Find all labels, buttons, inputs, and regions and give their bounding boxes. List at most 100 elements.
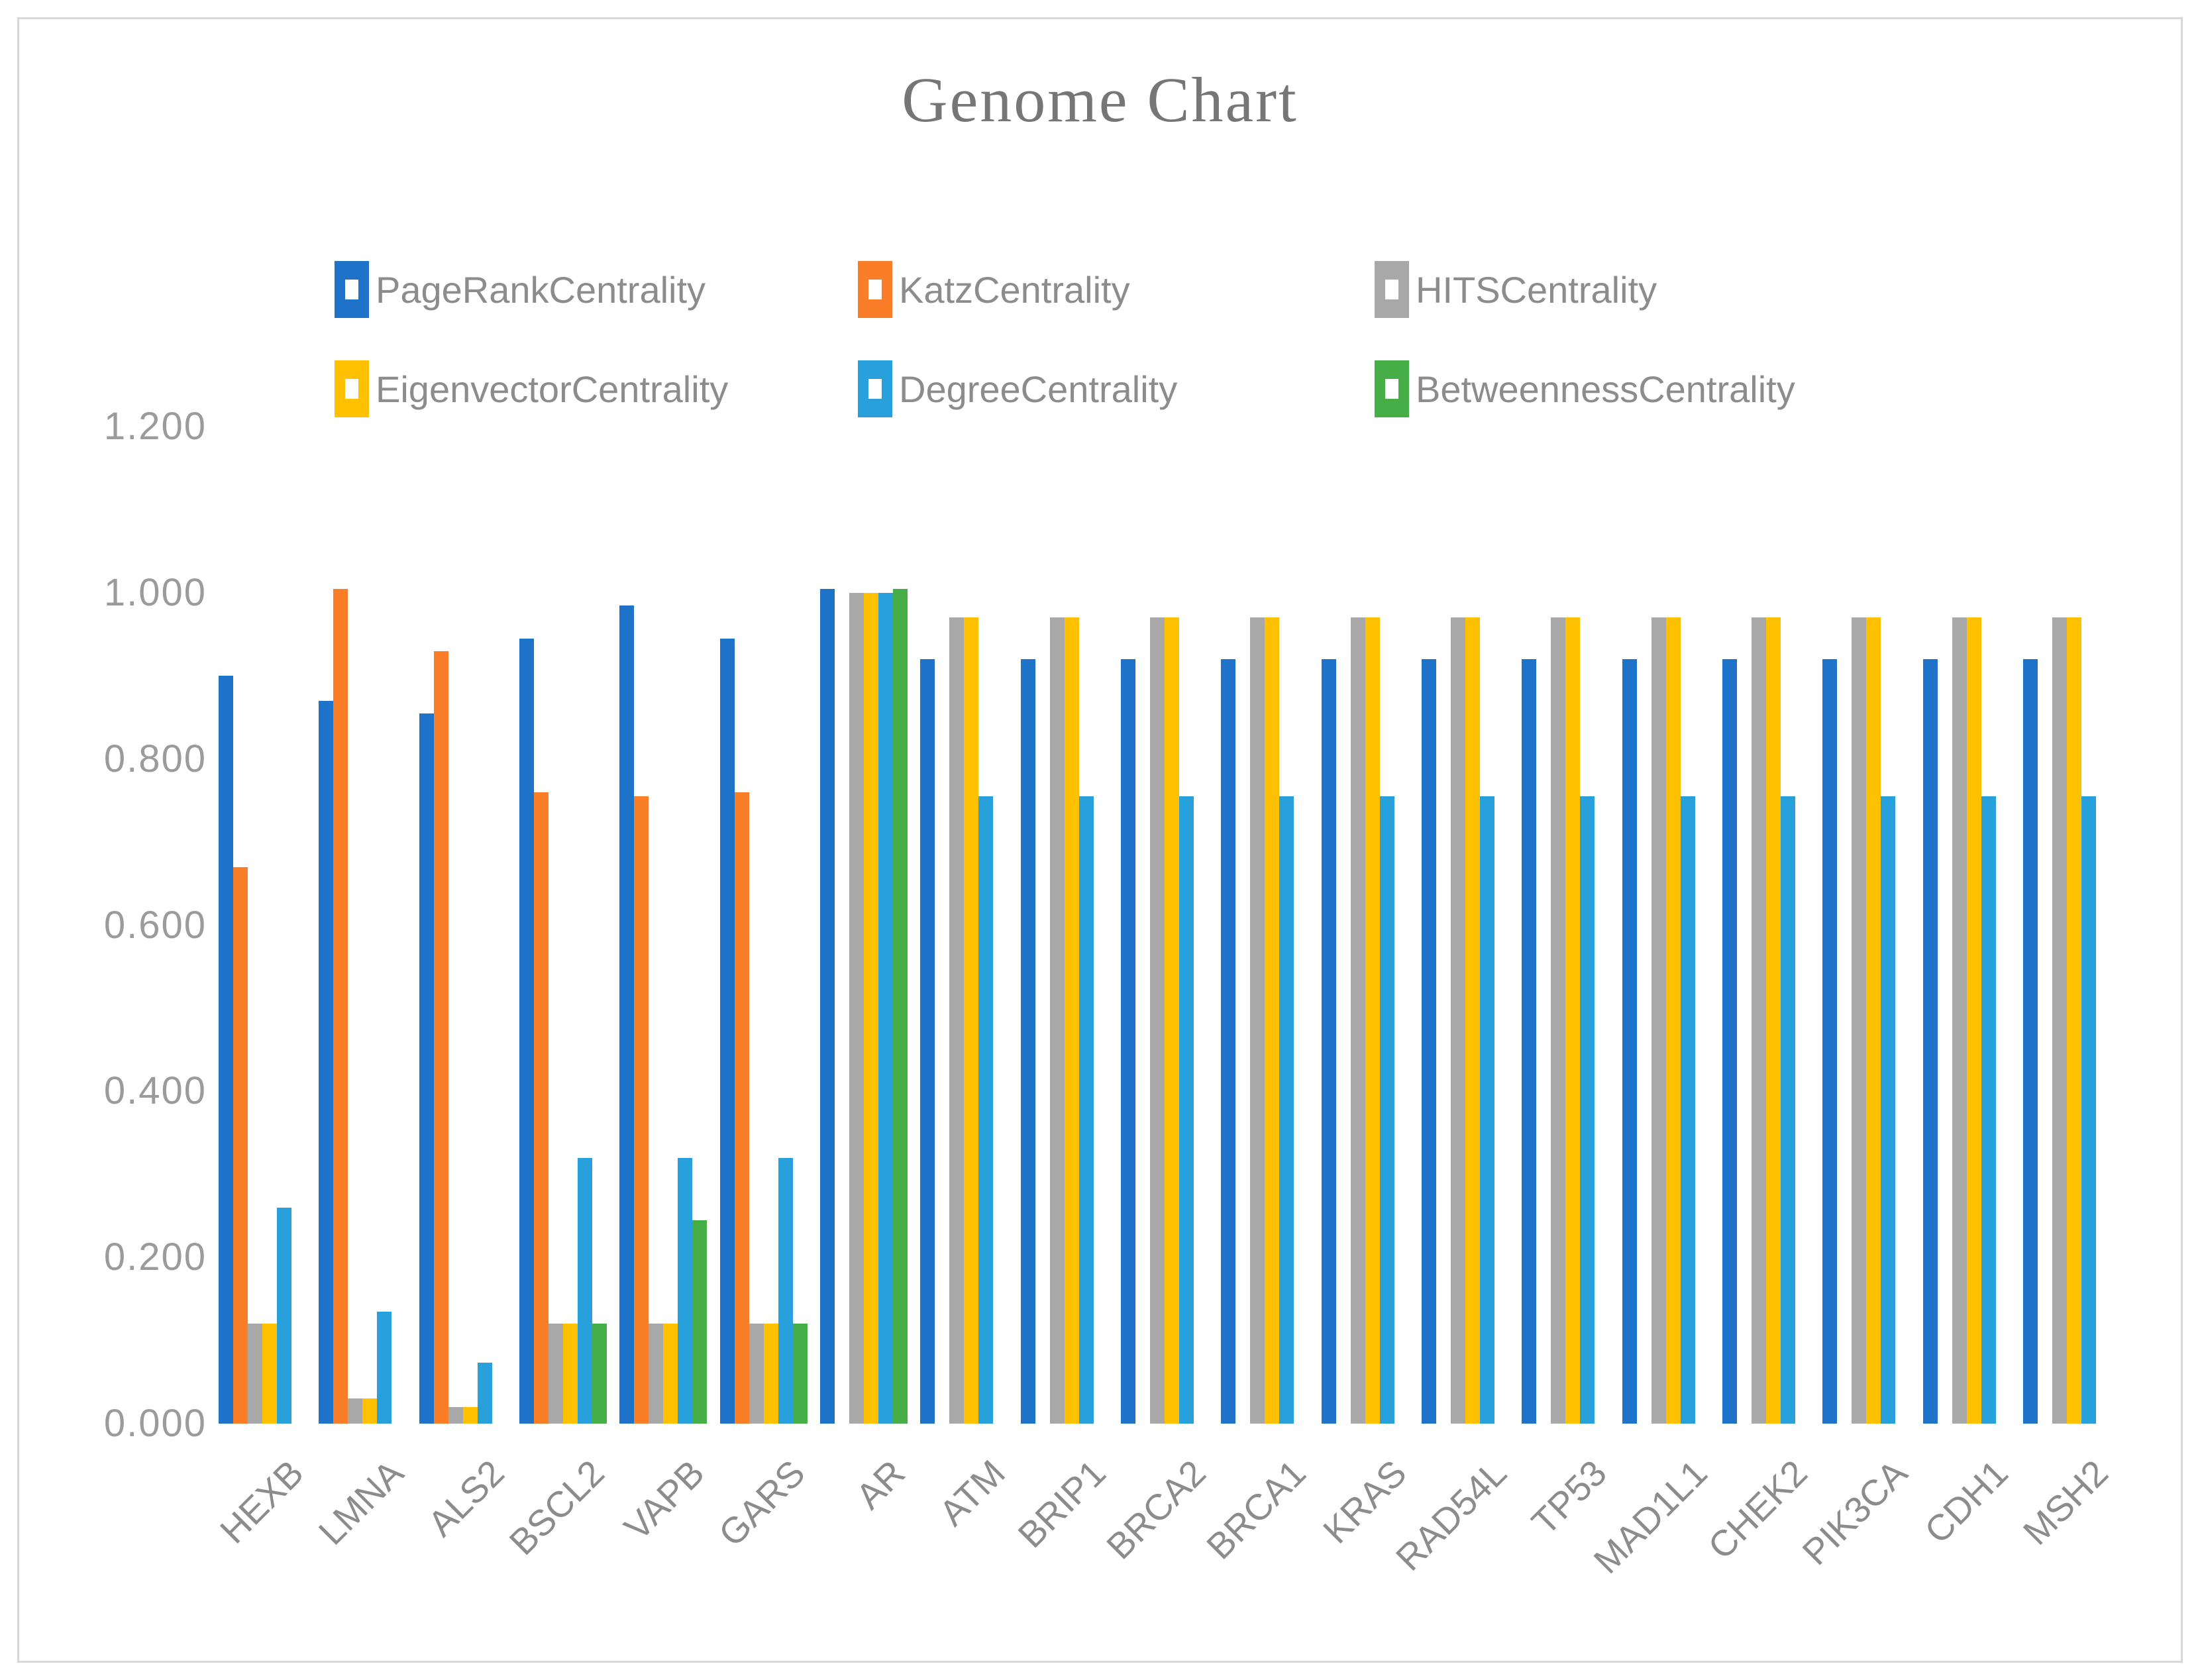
bar-DegreeCentrality-BRCA1 — [1279, 796, 1294, 1424]
bar-HITSCentrality-HEXB — [248, 1324, 262, 1424]
bar-DegreeCentrality-PIK3CA — [1881, 796, 1896, 1424]
bar-DegreeCentrality-LMNA — [377, 1312, 392, 1424]
bar-DegreeCentrality-MSH2 — [2081, 796, 2096, 1424]
bar-BetweennessCentrality-AR — [892, 589, 908, 1424]
bar-EigenvectorCentrality-KRAS — [1365, 617, 1380, 1424]
bar-EigenvectorCentrality-LMNA — [362, 1398, 378, 1424]
bar-DegreeCentrality-CDH1 — [1981, 796, 1996, 1424]
legend-item-BetweennessCentrality: BetweennessCentrality — [1375, 360, 1795, 418]
legend-label: HITSCentrality — [1416, 268, 1657, 311]
legend-label: EigenvectorCentrality — [376, 368, 729, 410]
bar-PageRankCentrality-KRAS — [1321, 659, 1336, 1424]
bar-EigenvectorCentrality-CHEK2 — [1765, 617, 1781, 1424]
bar-KatzCentrality-ALS2 — [433, 651, 448, 1424]
bar-HITSCentrality-BRCA1 — [1250, 617, 1265, 1424]
bar-PageRankCentrality-VAPB — [619, 605, 635, 1424]
legend-marker-hole — [1385, 280, 1398, 299]
bar-HITSCentrality-KRAS — [1350, 617, 1365, 1424]
bar-HITSCentrality-TP53 — [1551, 617, 1566, 1424]
bar-DegreeCentrality-TP53 — [1580, 796, 1595, 1424]
bar-EigenvectorCentrality-BRIP1 — [1064, 617, 1079, 1424]
legend-marker-hole — [868, 379, 882, 399]
y-tick-label: 1.200 — [103, 405, 207, 448]
bar-EigenvectorCentrality-CDH1 — [1966, 617, 1981, 1424]
bar-EigenvectorCentrality-HEXB — [262, 1324, 277, 1424]
bar-KatzCentrality-GARS — [734, 792, 749, 1424]
bar-HITSCentrality-LMNA — [348, 1398, 363, 1424]
bar-PageRankCentrality-RAD54L — [1421, 659, 1436, 1424]
bar-DegreeCentrality-MAD1L1 — [1680, 796, 1695, 1424]
legend-marker-KatzCentrality-icon — [858, 261, 892, 318]
y-tick-label: 0.000 — [103, 1402, 207, 1445]
bar-EigenvectorCentrality-TP53 — [1565, 617, 1581, 1424]
bar-PageRankCentrality-BRCA1 — [1221, 659, 1236, 1424]
bar-DegreeCentrality-BRIP1 — [1078, 796, 1094, 1424]
bar-DegreeCentrality-GARS — [778, 1158, 793, 1424]
bar-HITSCentrality-MAD1L1 — [1651, 617, 1666, 1424]
bar-PageRankCentrality-AR — [819, 589, 835, 1424]
bar-HITSCentrality-PIK3CA — [1852, 617, 1867, 1424]
legend-item-HITSCentrality: HITSCentrality — [1375, 260, 1657, 319]
legend-marker-HITSCentrality-icon — [1375, 261, 1409, 318]
bar-PageRankCentrality-CHEK2 — [1722, 659, 1737, 1424]
legend-marker-PageRankCentrality-icon — [335, 261, 369, 318]
bar-DegreeCentrality-VAPB — [678, 1158, 693, 1424]
bar-DegreeCentrality-BRCA2 — [1179, 796, 1194, 1424]
bar-HITSCentrality-GARS — [749, 1324, 764, 1424]
bar-HITSCentrality-BRCA2 — [1149, 617, 1165, 1424]
legend-marker-hole — [345, 379, 358, 399]
bar-PageRankCentrality-MAD1L1 — [1622, 659, 1637, 1424]
bar-HITSCentrality-ATM — [949, 617, 965, 1424]
bar-HITSCentrality-AR — [849, 593, 864, 1424]
bar-PageRankCentrality-BRCA2 — [1120, 659, 1135, 1424]
bar-DegreeCentrality-CHEK2 — [1780, 796, 1795, 1424]
bar-PageRankCentrality-ATM — [920, 659, 935, 1424]
bar-PageRankCentrality-BRIP1 — [1020, 659, 1035, 1424]
legend-item-KatzCentrality: KatzCentrality — [858, 260, 1130, 319]
bar-KatzCentrality-HEXB — [233, 867, 248, 1424]
bar-DegreeCentrality-ALS2 — [477, 1363, 492, 1424]
bar-EigenvectorCentrality-ALS2 — [462, 1407, 478, 1424]
bar-PageRankCentrality-MSH2 — [2022, 659, 2038, 1424]
y-tick-label: 0.800 — [103, 737, 207, 780]
bar-HITSCentrality-BSCL2 — [548, 1324, 563, 1424]
bar-PageRankCentrality-TP53 — [1522, 659, 1537, 1424]
legend-marker-hole — [868, 280, 882, 299]
bar-KatzCentrality-VAPB — [634, 796, 649, 1424]
legend-marker-EigenvectorCentrality-icon — [335, 360, 369, 417]
bar-HITSCentrality-CHEK2 — [1751, 617, 1766, 1424]
bar-PageRankCentrality-BSCL2 — [519, 639, 534, 1424]
bar-PageRankCentrality-GARS — [719, 639, 735, 1424]
legend-item-DegreeCentrality: DegreeCentrality — [858, 360, 1177, 418]
bar-EigenvectorCentrality-MAD1L1 — [1665, 617, 1681, 1424]
bar-EigenvectorCentrality-MSH2 — [2066, 617, 2081, 1424]
legend-label: PageRankCentrality — [376, 268, 706, 311]
bar-HITSCentrality-MSH2 — [2052, 617, 2067, 1424]
legend-item-EigenvectorCentrality: EigenvectorCentrality — [335, 360, 728, 418]
bar-HITSCentrality-BRIP1 — [1049, 617, 1065, 1424]
y-tick-label: 0.200 — [103, 1235, 207, 1279]
bar-DegreeCentrality-RAD54L — [1479, 796, 1494, 1424]
bar-KatzCentrality-BSCL2 — [533, 792, 549, 1424]
bar-EigenvectorCentrality-AR — [863, 593, 878, 1424]
bar-EigenvectorCentrality-BSCL2 — [562, 1324, 578, 1424]
bar-EigenvectorCentrality-ATM — [964, 617, 979, 1424]
bar-EigenvectorCentrality-BRCA1 — [1265, 617, 1280, 1424]
bar-EigenvectorCentrality-VAPB — [663, 1324, 678, 1424]
bar-EigenvectorCentrality-PIK3CA — [1866, 617, 1881, 1424]
bar-EigenvectorCentrality-GARS — [763, 1324, 778, 1424]
chart-outer-border — [17, 17, 2183, 1663]
chart-title: Genome Chart — [902, 64, 1298, 135]
bar-BetweennessCentrality-VAPB — [692, 1220, 707, 1424]
legend-marker-BetweennessCentrality-icon — [1375, 360, 1409, 417]
bar-DegreeCentrality-AR — [878, 593, 893, 1424]
bar-DegreeCentrality-ATM — [978, 796, 994, 1424]
legend-marker-hole — [345, 280, 358, 299]
legend-label: KatzCentrality — [899, 268, 1130, 311]
legend-marker-hole — [1385, 379, 1398, 399]
bar-BetweennessCentrality-GARS — [792, 1324, 808, 1424]
bar-PageRankCentrality-CDH1 — [1922, 659, 1938, 1424]
bar-EigenvectorCentrality-BRCA2 — [1164, 617, 1179, 1424]
y-tick-label: 0.400 — [103, 1069, 207, 1113]
bar-EigenvectorCentrality-RAD54L — [1465, 617, 1480, 1424]
